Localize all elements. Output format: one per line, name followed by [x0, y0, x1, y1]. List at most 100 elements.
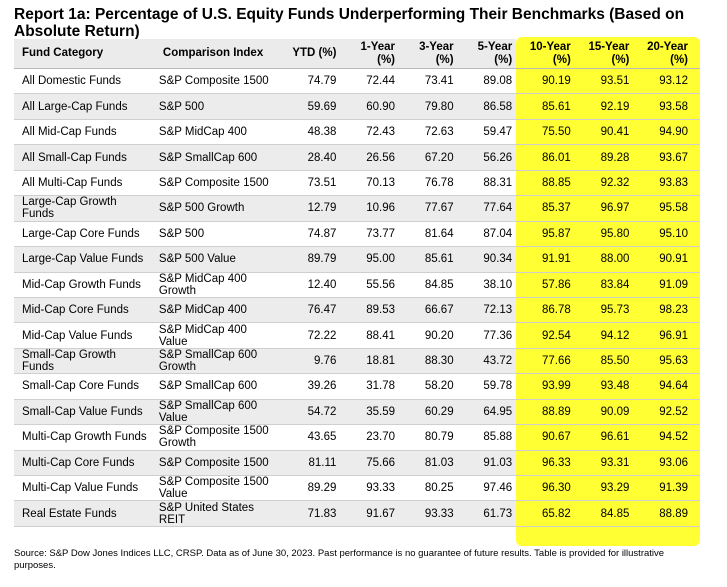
header-20-year: 20-Year (%): [647, 40, 688, 66]
15-year-cell: 90.41: [600, 126, 630, 139]
table-row: Mid-Cap Growth Funds S&P MidCap 400 Growt…: [14, 272, 700, 298]
table-row: Large-Cap Growth Funds S&P 500 Growth 12.7…: [14, 195, 700, 222]
10-year-cell: 92.54: [542, 329, 571, 342]
fund-category-cell: Mid-Cap Growth Funds: [14, 272, 155, 298]
20-year-cell: 88.89: [659, 507, 688, 520]
5-year-cell: 59.78: [457, 373, 517, 400]
ytd-cell: 74.79: [281, 68, 341, 94]
15-year-cell: 93.31: [600, 456, 630, 469]
10-year-cell: 88.89: [542, 405, 571, 418]
header-15-year: 15-Year (%): [588, 40, 630, 66]
3-year-cell: 93.33: [399, 500, 458, 527]
ytd-cell: 74.87: [281, 221, 341, 247]
10-year-cell: 85.37: [542, 202, 571, 215]
1-year-cell: 93.33: [340, 475, 399, 501]
15-year-cell: 93.51: [600, 75, 630, 88]
3-year-cell: 60.29: [399, 399, 458, 425]
5-year-cell: 77.64: [457, 195, 517, 222]
table-row: Large-Cap Core Funds S&P 500 74.87 73.77 81.…: [14, 221, 700, 247]
20-year-cell: 91.39: [659, 482, 688, 495]
20-year-cell: 93.67: [659, 151, 688, 164]
20-year-cell: 94.52: [659, 431, 688, 444]
15-year-cell: 92.32: [600, 176, 630, 189]
10-year-cell: 65.82: [542, 507, 571, 520]
3-year-cell: 72.63: [399, 119, 458, 145]
comparison-index-cell: S&P SmallCap 600: [154, 373, 282, 400]
10-year-cell: 93.99: [542, 380, 571, 393]
20-year-cell: 93.06: [659, 456, 688, 469]
table-row: All Multi-Cap Funds S&P Composite 1500 73.…: [14, 170, 700, 196]
20-year-cell: 94.90: [659, 126, 688, 139]
table-row: Multi-Cap Growth Funds S&P Composite 1500…: [14, 424, 700, 451]
comparison-index-cell: S&P Composite 1500: [154, 68, 282, 94]
table-row: All Domestic Funds S&P Composite 1500 74.7…: [14, 68, 700, 94]
5-year-cell: 88.31: [457, 170, 517, 196]
3-year-cell: 77.67: [399, 195, 458, 222]
5-year-cell: 56.26: [457, 144, 517, 171]
table-row: All Large-Cap Funds S&P 500 59.69 60.90 79.8…: [14, 93, 700, 120]
3-year-cell: 76.78: [399, 170, 458, 196]
10-year-cell: 85.61: [542, 100, 571, 113]
3-year-cell: 79.80: [399, 93, 458, 120]
fund-category-cell: Small-Cap Value Funds: [14, 399, 155, 425]
ytd-cell: 28.40: [281, 144, 341, 171]
fund-category-cell: Large-Cap Growth Funds: [14, 195, 155, 222]
10-year-cell: 57.86: [542, 278, 571, 291]
table-row: Small-Cap Growth Funds S&P SmallCap 600 G…: [14, 348, 700, 374]
source-note: Source: S&P Dow Jones Indices LLC, CRSP.…: [14, 548, 665, 571]
comparison-index-cell: S&P 500: [154, 93, 282, 120]
5-year-cell: 89.08: [457, 68, 517, 94]
ytd-cell: 39.26: [281, 373, 341, 400]
ytd-cell: 59.69: [281, 93, 341, 120]
1-year-cell: 88.41: [340, 322, 399, 349]
3-year-cell: 85.61: [399, 246, 458, 272]
header-ytd: YTD (%): [281, 39, 341, 69]
header-3-year: 3-Year (%): [399, 39, 458, 69]
comparison-index-cell: S&P 500 Value: [154, 246, 282, 272]
3-year-cell: 81.64: [399, 221, 458, 247]
20-year-cell: 98.23: [659, 304, 688, 317]
5-year-cell: 90.34: [457, 246, 517, 272]
3-year-cell: 84.85: [399, 272, 458, 298]
15-year-cell: 92.19: [600, 100, 630, 113]
comparison-index-cell: S&P SmallCap 600 Growth: [154, 348, 282, 374]
table-row: All Small-Cap Funds S&P SmallCap 600 28.40…: [14, 144, 700, 171]
table-body: All Domestic Funds S&P Composite 1500 74.7…: [14, 68, 700, 527]
ytd-cell: 89.79: [281, 246, 341, 272]
comparison-index-cell: S&P Composite 1500: [154, 450, 282, 476]
10-year-cell: 90.67: [542, 431, 571, 444]
15-year-cell: 89.28: [600, 151, 630, 164]
underperformance-table: Fund Category Comparison Index YTD (%) 1…: [14, 39, 700, 527]
5-year-cell: 86.58: [457, 93, 517, 120]
15-year-cell: 95.73: [600, 304, 630, 317]
5-year-cell: 77.36: [457, 322, 517, 349]
15-year-cell: 83.84: [600, 278, 630, 291]
table-row: Small-Cap Core Funds S&P SmallCap 600 39.2…: [14, 373, 700, 400]
5-year-cell: 87.04: [457, 221, 517, 247]
15-year-cell: 95.80: [600, 227, 630, 240]
ytd-cell: 89.29: [281, 475, 341, 501]
20-year-cell: 92.52: [659, 405, 688, 418]
fund-category-cell: Large-Cap Value Funds: [14, 246, 155, 272]
20-year-cell: 93.83: [659, 176, 688, 189]
ytd-cell: 54.72: [281, 399, 341, 425]
3-year-cell: 66.67: [399, 297, 458, 323]
fund-category-cell: All Small-Cap Funds: [14, 144, 155, 171]
15-year-cell: 93.48: [600, 380, 630, 393]
3-year-cell: 90.20: [399, 322, 458, 349]
fund-category-cell: Mid-Cap Value Funds: [14, 322, 155, 349]
comparison-index-cell: S&P Composite 1500: [154, 170, 282, 196]
ytd-cell: 12.40: [281, 272, 341, 298]
1-year-cell: 75.66: [340, 450, 399, 476]
15-year-cell: 88.00: [600, 253, 630, 266]
ytd-cell: 9.76: [281, 348, 341, 374]
table-row: Large-Cap Value Funds S&P 500 Value 89.79 9…: [14, 246, 700, 272]
20-year-cell: 96.91: [659, 329, 688, 342]
15-year-cell: 96.97: [600, 202, 630, 215]
10-year-cell: 86.01: [542, 151, 571, 164]
table-row: All Mid-Cap Funds S&P MidCap 400 48.38 72.4…: [14, 119, 700, 145]
ytd-cell: 12.79: [281, 195, 341, 222]
3-year-cell: 73.41: [399, 68, 458, 94]
1-year-cell: 89.53: [340, 297, 399, 323]
1-year-cell: 18.81: [340, 348, 399, 374]
